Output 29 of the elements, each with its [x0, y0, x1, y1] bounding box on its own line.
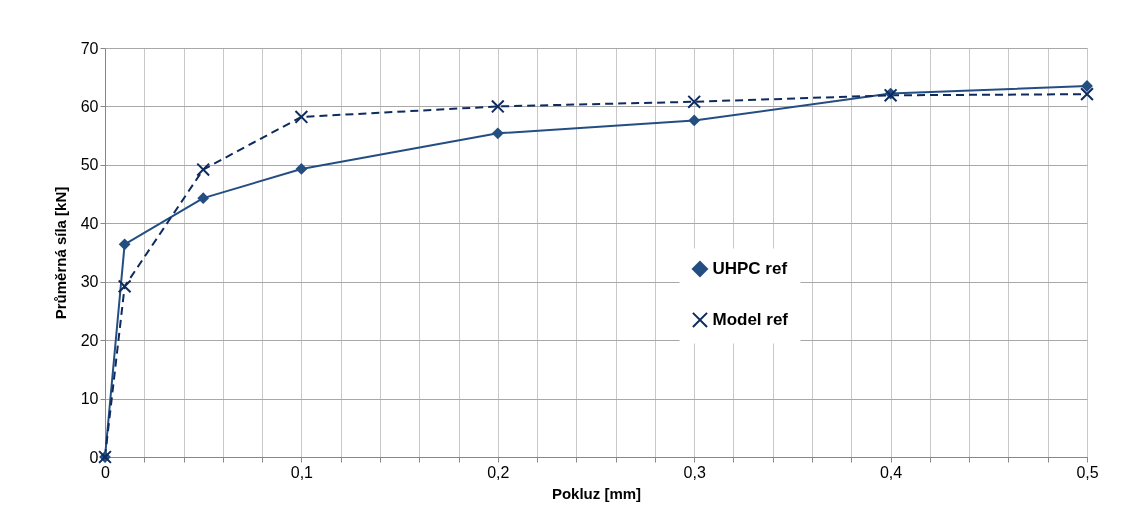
y-tick-label: 60	[80, 97, 99, 115]
point	[118, 238, 131, 251]
point	[295, 163, 308, 175]
point	[197, 192, 210, 205]
x-tick-label: 0,1	[290, 463, 314, 481]
point	[117, 279, 132, 294]
x-axis-title: Pokluz [mm]	[551, 484, 642, 502]
y-tick-label: 40	[80, 214, 99, 232]
point	[490, 99, 505, 114]
point	[196, 162, 211, 177]
y-tick-label: 10	[80, 390, 99, 408]
y-tick-label: 20	[80, 331, 99, 349]
point	[294, 110, 309, 124]
y-tick-label: 70	[80, 39, 99, 57]
point	[1080, 87, 1094, 102]
y-tick-label: 50	[80, 156, 99, 174]
y-tick-label: 0	[89, 448, 99, 466]
y-tick-label: 30	[80, 273, 99, 291]
x-tick-label: 0,3	[683, 463, 706, 481]
point	[687, 94, 702, 109]
x-tick-label: 0,5	[1076, 463, 1099, 481]
y-axis-title: Průměrná síla [kN]	[51, 186, 69, 320]
point	[491, 127, 504, 140]
x-tick-label: 0,2	[487, 463, 510, 481]
point	[688, 114, 701, 127]
x-tick-label: 0	[101, 463, 111, 481]
x-tick-label: 0,4	[879, 463, 903, 481]
legend-label: Model ref	[712, 309, 789, 329]
legend-label: UHPC ref	[712, 258, 788, 278]
